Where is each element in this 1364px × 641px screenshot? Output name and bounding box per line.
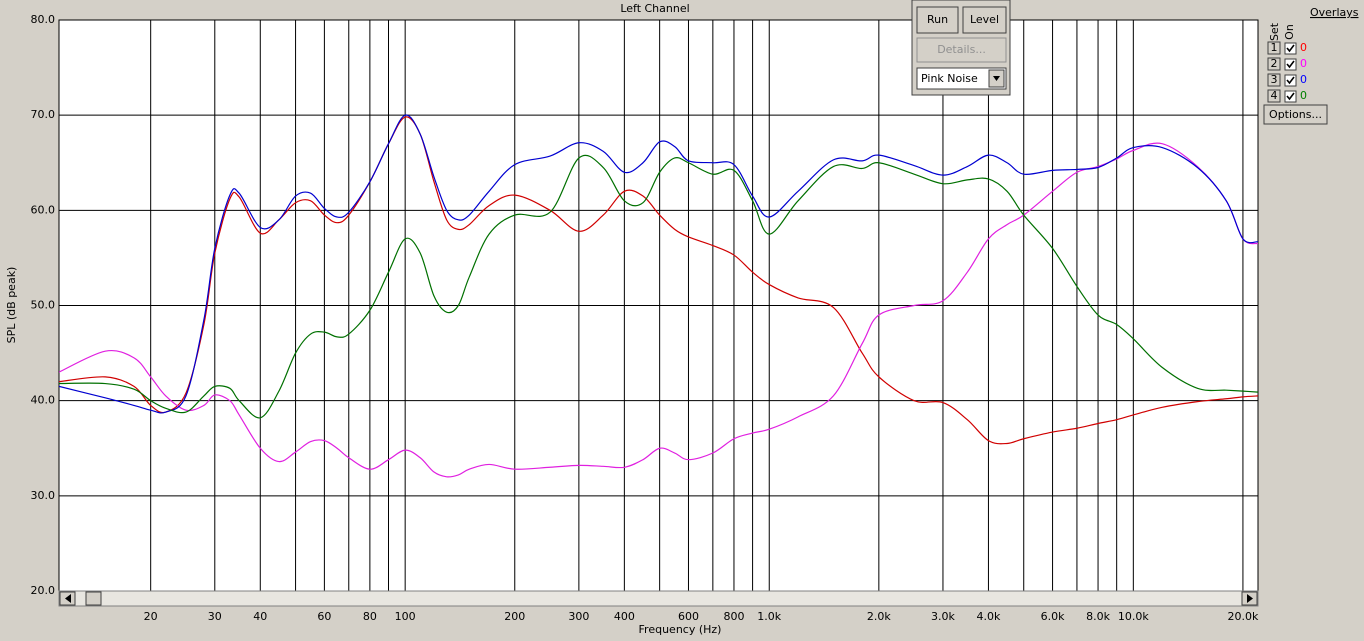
y-tick-label: 50.0 <box>31 299 56 312</box>
x-tick-label: 2.0k <box>867 610 891 623</box>
check-icon <box>1286 44 1295 53</box>
x-tick-label: 300 <box>568 610 589 623</box>
set-button[interactable] <box>1267 89 1281 103</box>
x-tick-label: 20 <box>144 610 158 623</box>
check-icon <box>1286 76 1295 85</box>
run-button[interactable] <box>916 6 959 34</box>
overlays-title: Overlays <box>1310 6 1359 19</box>
curve <box>59 142 1258 478</box>
on-header: On <box>1283 24 1296 40</box>
set-header: Set <box>1268 22 1281 41</box>
check-icon <box>1286 60 1295 69</box>
x-tick-label: 30 <box>208 610 222 623</box>
button-label: Details... <box>937 43 986 56</box>
set-number: 4 <box>1271 89 1278 102</box>
x-tick-label: 1.0k <box>757 610 781 623</box>
signal-dropdown[interactable] <box>916 67 1007 90</box>
y-tick-label: 80.0 <box>31 13 56 26</box>
curves <box>59 114 1258 478</box>
y-tick-label: 40.0 <box>31 394 56 407</box>
x-tick-label: 600 <box>678 610 699 623</box>
curve <box>59 116 1258 445</box>
y-tick-label: 70.0 <box>31 108 56 121</box>
x-axis-label: Frequency (Hz) <box>639 623 722 636</box>
overlays-panel: Overlays Set On Options... 1 0 2 0 3 0 4 0 <box>1263 6 1359 125</box>
arrow-icon <box>65 594 71 603</box>
x-tick-label: 6.0k <box>1041 610 1065 623</box>
set-number: 3 <box>1271 73 1278 86</box>
x-tick-label: 200 <box>504 610 525 623</box>
x-tick-label: 10.0k <box>1118 610 1149 623</box>
set-button[interactable] <box>1267 57 1281 71</box>
x-tick-label: 20.0k <box>1227 610 1258 623</box>
scrollbar[interactable] <box>58 590 1259 607</box>
x-tick-label: 800 <box>723 610 744 623</box>
curve <box>59 114 1258 414</box>
scroll-thumb[interactable] <box>85 591 102 606</box>
dropdown-value: Pink Noise <box>921 72 978 85</box>
y-tick-label: 30.0 <box>31 489 56 502</box>
overlay-value: 0 <box>1300 41 1307 54</box>
arrow-icon <box>1247 594 1253 603</box>
curve <box>59 154 1258 419</box>
overlay-value: 0 <box>1300 57 1307 70</box>
x-tick-label: 40 <box>253 610 267 623</box>
x-tick-label: 8.0k <box>1086 610 1110 623</box>
chart-title: Left Channel <box>620 2 689 15</box>
scroll-track[interactable] <box>58 590 1259 607</box>
grid <box>59 19 1258 592</box>
set-button[interactable] <box>1267 41 1281 55</box>
x-tick-label: 3.0k <box>931 610 955 623</box>
x-tick-label: 80 <box>363 610 377 623</box>
details-button[interactable] <box>916 37 1007 63</box>
set-button[interactable] <box>1267 73 1281 87</box>
overlay-value: 0 <box>1300 89 1307 102</box>
x-tick-label: 4.0k <box>977 610 1001 623</box>
x-tick-label: 100 <box>395 610 416 623</box>
button-label: Level <box>970 13 999 26</box>
tick-labels: 20.0 30.0 40.0 50.0 60.0 70.0 80.0 20 30 40 60 80 10… <box>31 13 1259 623</box>
y-tick-label: 20.0 <box>31 584 56 597</box>
control-panel: Run Level Details... Pink Noise <box>911 0 1011 96</box>
x-tick-label: 400 <box>614 610 635 623</box>
level-button[interactable] <box>962 6 1007 34</box>
x-tick-label: 60 <box>317 610 331 623</box>
overlay-value: 0 <box>1300 73 1307 86</box>
arrow-icon <box>993 76 1000 81</box>
button-label: Options... <box>1269 108 1322 121</box>
button-label: Run <box>927 13 948 26</box>
y-tick-label: 60.0 <box>31 203 56 216</box>
options-button[interactable] <box>1263 104 1328 125</box>
y-axis-label: SPL (dB peak) <box>5 267 18 344</box>
check-icon <box>1286 92 1295 101</box>
set-number: 2 <box>1271 57 1278 70</box>
set-number: 1 <box>1271 41 1278 54</box>
